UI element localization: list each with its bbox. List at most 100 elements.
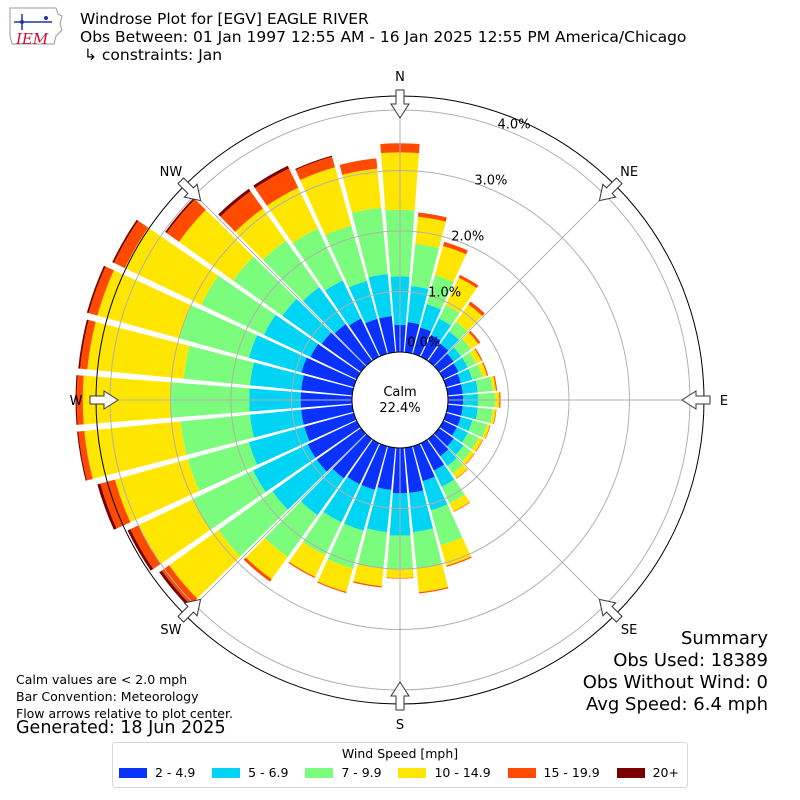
windrose-bar-segment [434,427,454,447]
radial-tick-label: 4.0% [498,118,531,133]
windrose-bar-segment [339,158,378,175]
windrose-bar-segment [301,404,354,425]
angular-gridline [184,184,367,367]
windrose-bar-segment [416,563,449,593]
windrose-bar-segment [307,420,361,458]
windrose-bar-segment [78,430,93,481]
windrose-bar-segment [434,353,454,373]
bar-convention-note: Bar Convention: Meteorology [16,689,199,704]
windrose-bar-segment [310,343,361,380]
windrose-bar-segment [434,245,467,282]
windrose-bar-segment [411,243,440,290]
windrose-bar-segment [407,285,429,325]
windrose-bar-segment [417,212,447,222]
direction-label-s: S [396,718,404,733]
windrose-bar-segment [461,380,478,394]
windrose-bar-segment [233,256,297,316]
windrose-bar-segment [361,443,388,490]
windrose-bar-segment [201,275,276,335]
windrose-bar-segment [453,357,468,372]
windrose-bar-segment [113,220,149,269]
windrose-bar-segment [427,343,449,366]
legend-item: 7 - 9.9 [305,765,382,780]
windrose-bar-segment [368,273,392,319]
avg-speed: Avg Speed: 6.4 mph [586,694,768,715]
windrose-bar-segment [409,490,434,533]
windrose-bar-segment [427,434,449,457]
windrose-bar-segment [490,409,496,424]
windrose-bar-segment [357,528,388,569]
windrose-bar-segment [161,565,198,606]
windrose-bar-segment [420,334,441,361]
windrose-bars [75,143,501,608]
windrose-bar-segment [443,373,461,388]
windrose-bar-segment [458,274,479,289]
windrose-bar-segment [465,453,475,465]
windrose-bar-segment [446,556,472,567]
windrose-bar-segment [377,446,396,490]
windrose-bar-segment [302,287,346,334]
windrose-bar-segment [169,530,241,599]
windrose-bar-segment [254,168,299,206]
windrose-bar-segment [439,304,460,326]
windrose-bar-segment [282,298,332,344]
legend-label: 15 - 19.9 [543,765,600,780]
windrose-bar-segment [218,491,288,557]
windrose-bar-segment [325,225,367,288]
windrose-bar-segment [462,450,475,465]
legend-swatch [305,767,334,778]
windrose-bar-segment [114,459,200,523]
iem-logo: IEM [6,6,66,50]
windrose-bar-segment [426,275,454,310]
windrose-bar-segment [77,431,87,481]
windrose-bar-segment [112,219,139,263]
windrose-bar-segment [477,362,488,378]
windrose-bar-segment [253,165,290,189]
windrose-bar-segment [323,477,360,523]
legend-swatch [212,767,241,778]
windrose-bar-segment [347,439,380,485]
windrose-bar-segment [447,347,462,362]
windrose-bar-segment [431,318,452,341]
windrose-bar-segment [334,324,373,366]
legend-item: 5 - 6.9 [212,765,288,780]
windrose-bar-segment [415,216,446,249]
windrose-bar-segment [439,420,457,436]
windrose-bar-segment [482,424,490,439]
windrose-bar-segment [272,459,327,510]
windrose-bar-segment [97,483,117,530]
windrose-bar-segment [300,468,344,516]
windrose-bar-segment [457,416,473,432]
legend-label: 20+ [652,765,679,780]
windrose-bar-segment [475,376,493,393]
direction-arrow-icon [598,177,623,202]
windrose-bar-segment [468,330,481,344]
windrose-bar-segment [321,332,366,373]
windrose-bar-segment [78,319,89,369]
windrose-bar-segment [243,557,272,582]
windrose-bar-segment [455,445,472,462]
windrose-bar-segment [87,321,190,379]
direction-arrow-icon [177,598,202,623]
windrose-bar-segment [180,414,254,455]
direction-label-ne: NE [620,165,638,180]
angular-gridline [433,184,616,367]
windrose-bar-segment [353,581,382,588]
windrose-bar-segment [446,384,463,396]
windrose-bar-segment [412,528,443,569]
windrose-bar-segment [165,197,195,233]
windrose-bar-segment [482,362,489,376]
windrose-bar-segment [462,432,479,450]
windrose-bar-segment [443,412,461,427]
windrose-bar-segment [166,199,206,242]
direction-label-n: N [395,70,405,85]
windrose-bar-segment [475,439,484,453]
legend-label: 2 - 4.9 [155,765,196,780]
windrose-bar-segment [76,375,84,425]
windrose-bar-segment [430,504,463,546]
windrose-bar-segment [404,446,424,493]
summary: Summary Obs Used: 18389 Obs Without Wind… [583,628,768,716]
windrose-bar-segment [295,156,336,180]
windrose-bar-segment [124,227,219,305]
windrose-bar-segment [462,332,479,350]
